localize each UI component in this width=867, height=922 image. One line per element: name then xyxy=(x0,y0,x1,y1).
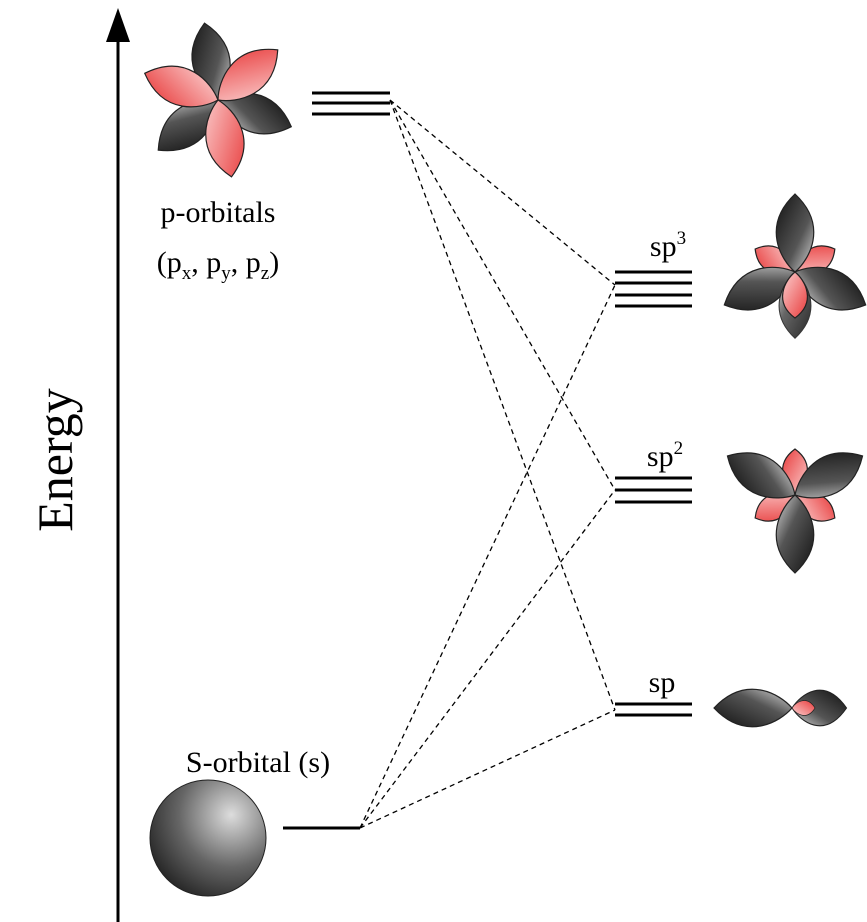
sp-levels xyxy=(615,704,692,715)
p-orbital-icon xyxy=(138,20,297,180)
notation-text: , p xyxy=(191,246,221,279)
diagram: Energy p-orbitals (px, py, pz) S-orbital… xyxy=(0,0,867,922)
notation-text: , p xyxy=(231,246,261,279)
p-orbitals-notation: (px, py, pz) xyxy=(157,246,279,284)
subscript: x xyxy=(182,263,192,284)
sp3-levels xyxy=(615,272,692,306)
s-orbital-label: S-orbital (s) xyxy=(186,746,330,779)
hybrid-label: sp xyxy=(649,666,676,699)
axis-arrow xyxy=(106,8,130,42)
subscript: z xyxy=(261,263,269,284)
hybrid-base: sp xyxy=(649,666,676,699)
sp3-icon xyxy=(716,194,867,338)
hybrid-label: sp2 xyxy=(647,438,683,473)
sp2-levels xyxy=(615,478,692,502)
hybrid-label: sp3 xyxy=(650,228,686,263)
p-levels xyxy=(312,93,390,114)
sp-icon xyxy=(714,689,847,726)
hybrid-superscript: 3 xyxy=(677,228,687,249)
p-orbitals-label: p-orbitals xyxy=(161,196,276,229)
axis-label: Energy xyxy=(27,388,83,531)
notation-text: (p xyxy=(157,246,182,279)
sp2-icon xyxy=(718,440,867,573)
notation-text: ) xyxy=(269,246,279,279)
hybrid-base: sp xyxy=(650,230,677,263)
correlation-lines xyxy=(360,100,615,828)
hybrid-base: sp xyxy=(647,440,674,473)
s-orbital-icon xyxy=(150,780,266,896)
hybrid-superscript: 2 xyxy=(674,438,684,459)
subscript: y xyxy=(221,263,231,284)
